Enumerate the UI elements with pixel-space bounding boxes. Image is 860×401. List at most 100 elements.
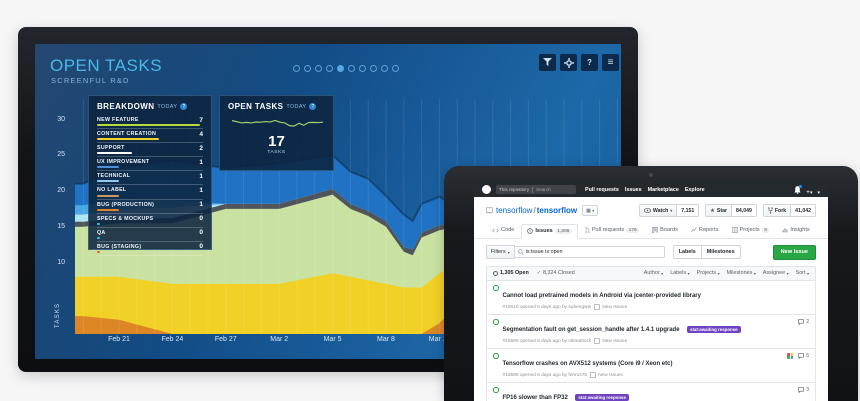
- repo-name-link[interactable]: tensorflow: [536, 206, 578, 215]
- caret-down-icon: ▾: [661, 270, 664, 276]
- carousel-dots: [293, 65, 399, 72]
- nav-link[interactable]: Issues: [624, 186, 642, 193]
- comments-count[interactable]: 2: [798, 319, 809, 325]
- issues-list: 1,305 Open ✓ 8,324 Closed Author ▾ Labels ▾ P…: [486, 265, 816, 401]
- carousel-dot[interactable]: [337, 65, 344, 72]
- watch-count[interactable]: 7,151: [677, 204, 700, 217]
- sort-dropdown[interactable]: Author ▾: [643, 270, 664, 276]
- pull-request-icon: [585, 227, 590, 233]
- repo-owner-link[interactable]: tensorflow: [496, 206, 533, 215]
- issues-search-input[interactable]: [525, 249, 646, 255]
- sort-dropdown[interactable]: Projects ▾: [696, 270, 720, 276]
- milestones-button[interactable]: Milestones: [701, 245, 741, 259]
- github-search[interactable]: This repository: [496, 185, 576, 194]
- tab-pull-requests[interactable]: Pull requests 176: [579, 223, 645, 238]
- breakdown-label: NO LABEL: [97, 187, 127, 194]
- carousel-dot[interactable]: [370, 65, 377, 72]
- issue-row[interactable]: Segmentation fault on get_session_handle…: [487, 313, 815, 348]
- watch-button[interactable]: Watch ▾: [638, 204, 678, 217]
- caret-down-icon: ▾: [753, 270, 756, 276]
- caret-down-icon: ▾: [717, 270, 720, 276]
- tab-issues[interactable]: Issues 1,305: [521, 224, 578, 239]
- tab-reports[interactable]: Reports: [685, 223, 725, 238]
- issue-open-icon: [493, 387, 499, 393]
- sort-dropdown[interactable]: Sort ▾: [795, 270, 809, 276]
- open-issues-filter[interactable]: 1,305 Open: [493, 270, 529, 276]
- carousel-dot[interactable]: [304, 65, 311, 72]
- tab-code[interactable]: Code: [486, 223, 520, 238]
- issue-title-link[interactable]: Segmentation fault on get_session_handle…: [502, 327, 680, 333]
- breakdown-row: CONTENT CREATION 4: [97, 129, 203, 144]
- breakdown-bar: [97, 250, 100, 253]
- caret-down-icon: ▾: [806, 270, 809, 276]
- github-search-input[interactable]: [536, 187, 565, 192]
- filters-button[interactable]: Filters ▾: [486, 245, 515, 259]
- issue-title-link[interactable]: FP16 slower than FP32: [502, 395, 568, 401]
- y-axis-tick: 25: [57, 151, 65, 159]
- issue-row[interactable]: Cannot load pretrained models in Android…: [487, 279, 815, 314]
- issue-row[interactable]: FP16 slower than FP32 stat:awaiting resp…: [487, 381, 815, 401]
- issues-search[interactable]: [514, 246, 665, 258]
- carousel-dot[interactable]: [359, 65, 366, 72]
- help-badge-icon[interactable]: ?: [180, 103, 188, 110]
- sort-dropdown[interactable]: Assignee ▾: [762, 270, 789, 276]
- repo-header: tensorflow / tensorflow ▦ ▾ Watch ▾ 7,151…: [474, 197, 828, 217]
- carousel-dot[interactable]: [381, 65, 388, 72]
- nav-link[interactable]: Explore: [684, 186, 705, 193]
- github-logo-icon[interactable]: [482, 185, 491, 194]
- closed-issues-filter[interactable]: ✓ 8,324 Closed: [536, 270, 575, 276]
- breakdown-row: SPECS & MOCKUPS 0: [97, 214, 203, 228]
- new-issue-button[interactable]: New Issue: [772, 244, 816, 260]
- tab-boards[interactable]: Boards: [646, 223, 684, 238]
- menu-button[interactable]: ≡: [602, 54, 619, 71]
- fork-button[interactable]: Fork: [762, 204, 792, 217]
- breakdown-bar: [97, 124, 200, 127]
- breakdown-bar: [97, 194, 119, 197]
- carousel-dot[interactable]: [315, 65, 322, 72]
- help-button[interactable]: ?: [581, 54, 598, 71]
- breakdown-row: BUG (PRODUCTION) 1: [97, 200, 203, 214]
- carousel-dot[interactable]: [326, 65, 333, 72]
- tab-insights[interactable]: Insights: [776, 223, 815, 238]
- x-axis-tick: Feb 21: [108, 336, 130, 343]
- nav-link[interactable]: Marketplace: [647, 186, 679, 193]
- comments-count[interactable]: 3: [798, 387, 809, 393]
- check-icon: ✓: [536, 270, 541, 276]
- issue-meta: #15610 opened 6 days ago by suhengwei Ne…: [503, 304, 806, 310]
- breakdown-row: TECHNICAL 1: [97, 171, 203, 186]
- filter-button[interactable]: [539, 54, 556, 71]
- x-axis-tick: Mar 8: [377, 336, 395, 343]
- breakdown-panel: BREAKDOWN TODAY ? NEW FEATURE 7 CONTENT …: [88, 95, 212, 256]
- comments-count[interactable]: 6: [798, 353, 809, 359]
- tab-projects[interactable]: Projects 8: [726, 223, 776, 238]
- issue-label-pill[interactable]: stat:awaiting response: [575, 394, 629, 401]
- help-badge-icon[interactable]: ?: [309, 103, 317, 110]
- user-menu[interactable]: ▾: [817, 182, 820, 199]
- star-button[interactable]: ★ Star: [705, 204, 732, 217]
- carousel-dot[interactable]: [392, 65, 399, 72]
- issue-label-pill[interactable]: stat:awaiting response: [687, 326, 741, 333]
- carousel-dot[interactable]: [348, 65, 355, 72]
- breakdown-bar: [97, 138, 159, 141]
- issue-title-link[interactable]: Tensorflow crashes on AVX512 systems (Co…: [502, 361, 673, 367]
- star-count[interactable]: 84,049: [732, 204, 757, 217]
- notifications-bell-icon[interactable]: [794, 184, 803, 194]
- project-board-icon[interactable]: [787, 353, 794, 359]
- issue-row[interactable]: Tensorflow crashes on AVX512 systems (Co…: [487, 347, 815, 382]
- breakdown-row: UX IMPROVEMENT 1: [97, 157, 203, 172]
- issue-title-link[interactable]: Cannot load pretrained models in Android…: [502, 293, 701, 299]
- y-axis-label: TASKS: [55, 302, 61, 328]
- breakdown-count: 7: [199, 116, 203, 124]
- open-tasks-value: 17: [268, 133, 285, 150]
- carousel-dot[interactable]: [293, 65, 300, 72]
- breakdown-row: BUG (STAGING) 0: [97, 242, 203, 256]
- labels-button[interactable]: Labels: [672, 245, 702, 259]
- fork-count[interactable]: 41,042: [791, 204, 816, 217]
- sort-dropdown[interactable]: Milestones ▾: [726, 270, 756, 276]
- nav-link[interactable]: Pull requests: [585, 186, 619, 193]
- sort-dropdown[interactable]: Labels ▾: [670, 270, 690, 276]
- settings-button[interactable]: [560, 54, 577, 71]
- create-new-button[interactable]: +▾: [806, 188, 813, 196]
- repo-options-button[interactable]: ▦ ▾: [582, 205, 599, 216]
- issue-pipeline: New Issues: [594, 338, 627, 344]
